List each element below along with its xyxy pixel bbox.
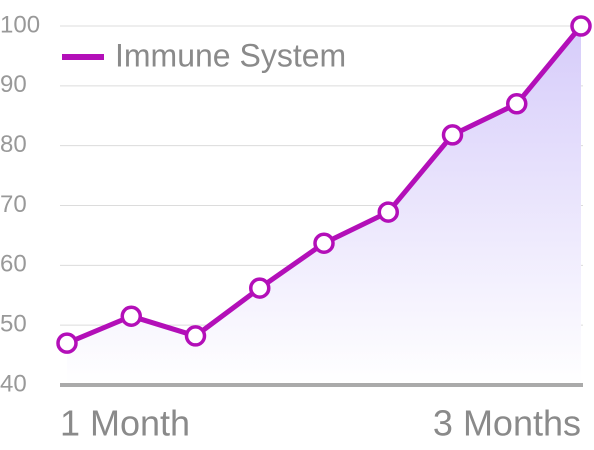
y-tick-label: 90 bbox=[0, 71, 27, 98]
point bbox=[313, 232, 335, 254]
y-tick-label: 100 bbox=[0, 11, 40, 38]
y-tick-label: 40 bbox=[0, 370, 27, 397]
point bbox=[441, 124, 464, 146]
y-tick-label: 50 bbox=[0, 311, 27, 338]
y-tick-label: 70 bbox=[0, 191, 27, 218]
point bbox=[506, 93, 528, 115]
legend-label: Immune System bbox=[115, 37, 346, 73]
x-tick-label: 1 Month bbox=[60, 403, 190, 444]
point bbox=[570, 15, 592, 37]
point bbox=[249, 277, 271, 299]
point bbox=[184, 325, 207, 347]
point bbox=[377, 201, 399, 223]
y-tick-label: 80 bbox=[0, 131, 27, 158]
point bbox=[120, 305, 142, 327]
x-tick-label: 3 Months bbox=[433, 403, 581, 444]
y-tick-label: 60 bbox=[0, 251, 27, 278]
area bbox=[67, 26, 581, 385]
point bbox=[56, 332, 78, 354]
